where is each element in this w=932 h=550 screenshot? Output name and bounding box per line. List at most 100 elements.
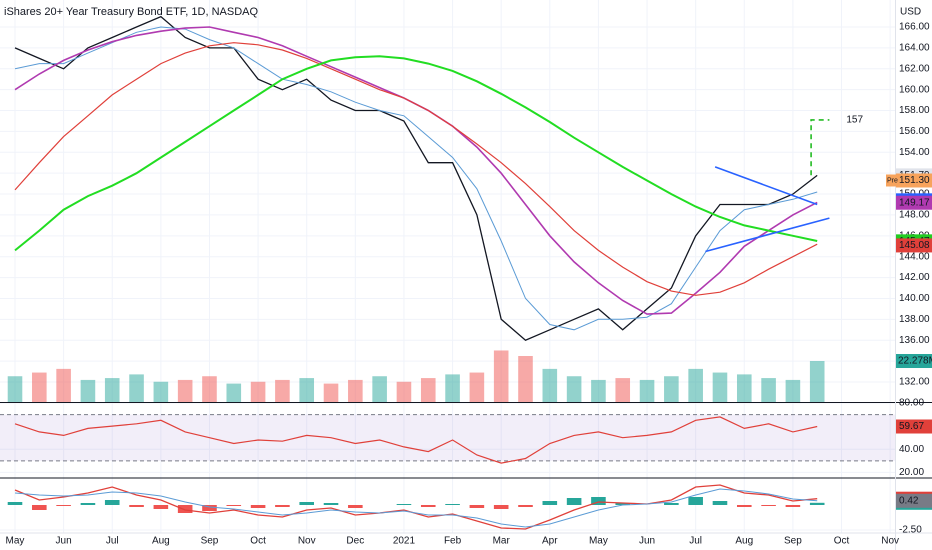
volume-bar: [688, 368, 703, 402]
volume-bar: [712, 372, 728, 402]
volume-bar: [542, 368, 558, 402]
histogram-bar: [80, 503, 96, 505]
histogram-bar: [736, 505, 752, 507]
volume-bar: [445, 374, 460, 402]
histogram-bar: [493, 505, 509, 509]
y-tick-label: 166.00: [899, 22, 930, 33]
annotation-line: [714, 166, 818, 206]
histogram-bar: [688, 497, 703, 505]
y-tick-label: 138.00: [899, 314, 930, 325]
value-box: [896, 493, 932, 508]
volume-bar: [80, 379, 96, 402]
annotation-line: [810, 119, 830, 176]
currency: USD: [900, 7, 921, 18]
series-line: [14, 416, 818, 464]
x-tick-label: Sep: [201, 536, 219, 547]
volume-bar: [32, 372, 47, 402]
volume-bar: [226, 383, 242, 402]
volume-bar: [56, 368, 71, 402]
x-tick-label: Oct: [250, 536, 266, 547]
volume-bar: [299, 378, 315, 402]
histogram-bar: [299, 502, 315, 505]
y-tick-label: 144.00: [899, 251, 930, 262]
histogram-bar: [7, 502, 23, 505]
y-tick-label: 40.00: [899, 444, 924, 455]
grid-layer: [0, 0, 895, 533]
annotation-label: 157: [846, 115, 863, 126]
histogram-bar: [785, 505, 801, 507]
x-tick-label: Dec: [346, 536, 364, 547]
x-tick-label: Jul: [689, 536, 702, 547]
histogram-bar: [202, 505, 217, 511]
value-box-label: 22.278M: [898, 356, 932, 367]
volume-bar: [153, 381, 169, 402]
volume-bar: [518, 356, 533, 402]
histogram-bar: [250, 505, 266, 508]
volume-bar: [469, 372, 485, 402]
series-line: [14, 488, 818, 528]
histogram-bar: [226, 505, 242, 506]
y-tick-label: 132.00: [899, 377, 930, 388]
histogram-bar: [761, 505, 776, 506]
y-tick-label: 140.00: [899, 293, 930, 304]
volume-bar: [639, 379, 655, 402]
x-tick-label: Aug: [152, 536, 170, 547]
volume-bar: [809, 361, 825, 402]
x-tick-label: 2021: [393, 536, 416, 547]
histogram-bar: [542, 501, 558, 505]
histogram-bar: [469, 505, 485, 508]
x-tick-label: Jun: [56, 536, 72, 547]
chart-title: iShares 20+ Year Treasury Bond ETF, 1D, …: [4, 6, 258, 18]
x-tick-label: Feb: [444, 536, 462, 547]
histogram-bar: [32, 505, 47, 510]
volume-bar: [104, 378, 120, 402]
annotation-line: [705, 217, 830, 253]
histogram-bar: [396, 504, 412, 505]
histogram-bar: [809, 502, 825, 505]
histogram-bar: [348, 505, 363, 508]
histogram-bar: [104, 500, 120, 505]
y-tick-label: 158.00: [899, 105, 930, 116]
x-tick-label: Aug: [735, 536, 753, 547]
histogram-bar: [420, 505, 436, 507]
x-tick-label: Jul: [106, 536, 119, 547]
value-box: [896, 354, 932, 369]
series-line: [14, 15, 818, 341]
price-label: 151.30: [899, 175, 930, 186]
histogram-bar: [712, 501, 728, 505]
x-tick-label: Sep: [784, 536, 802, 547]
price-label-box: [896, 195, 932, 210]
histogram-bar: [566, 498, 582, 505]
labels-layer: 132.00134.00136.00138.00140.00142.00144.…: [6, 22, 932, 547]
y-tick-label: 142.00: [899, 272, 930, 283]
y-tick-label: 162.00: [899, 63, 930, 74]
price-label-box: [896, 238, 932, 253]
y-tick-label: 164.00: [899, 43, 930, 54]
volume-bar: [664, 376, 679, 402]
volume-bar: [761, 378, 776, 402]
x-tick-label: May: [6, 536, 25, 547]
value-box-label: 59.67: [899, 421, 924, 432]
y-tick-label: 154.00: [899, 147, 930, 158]
y-tick-label: 80.00: [899, 398, 924, 409]
series-line: [14, 55, 818, 252]
volume-bar: [7, 376, 23, 402]
volume-bar: [566, 376, 582, 402]
value-box-label: 0.42: [899, 495, 919, 506]
price-label-box: [896, 173, 932, 188]
y-tick-label: 20.00: [899, 467, 924, 478]
histogram-bar: [591, 497, 606, 505]
series-line: [14, 26, 818, 331]
volume-bar: [615, 378, 631, 402]
x-tick-label: Apr: [542, 536, 558, 547]
y-tick-label: 136.00: [899, 335, 930, 346]
value-box: [896, 419, 932, 434]
price-label: 145.08: [899, 240, 930, 251]
volume-bar: [202, 376, 217, 402]
series-line: [14, 42, 818, 296]
y-tick-label: 148.00: [899, 210, 930, 221]
y-tick-label: -2.50: [899, 525, 922, 536]
histogram-bar: [615, 503, 631, 505]
